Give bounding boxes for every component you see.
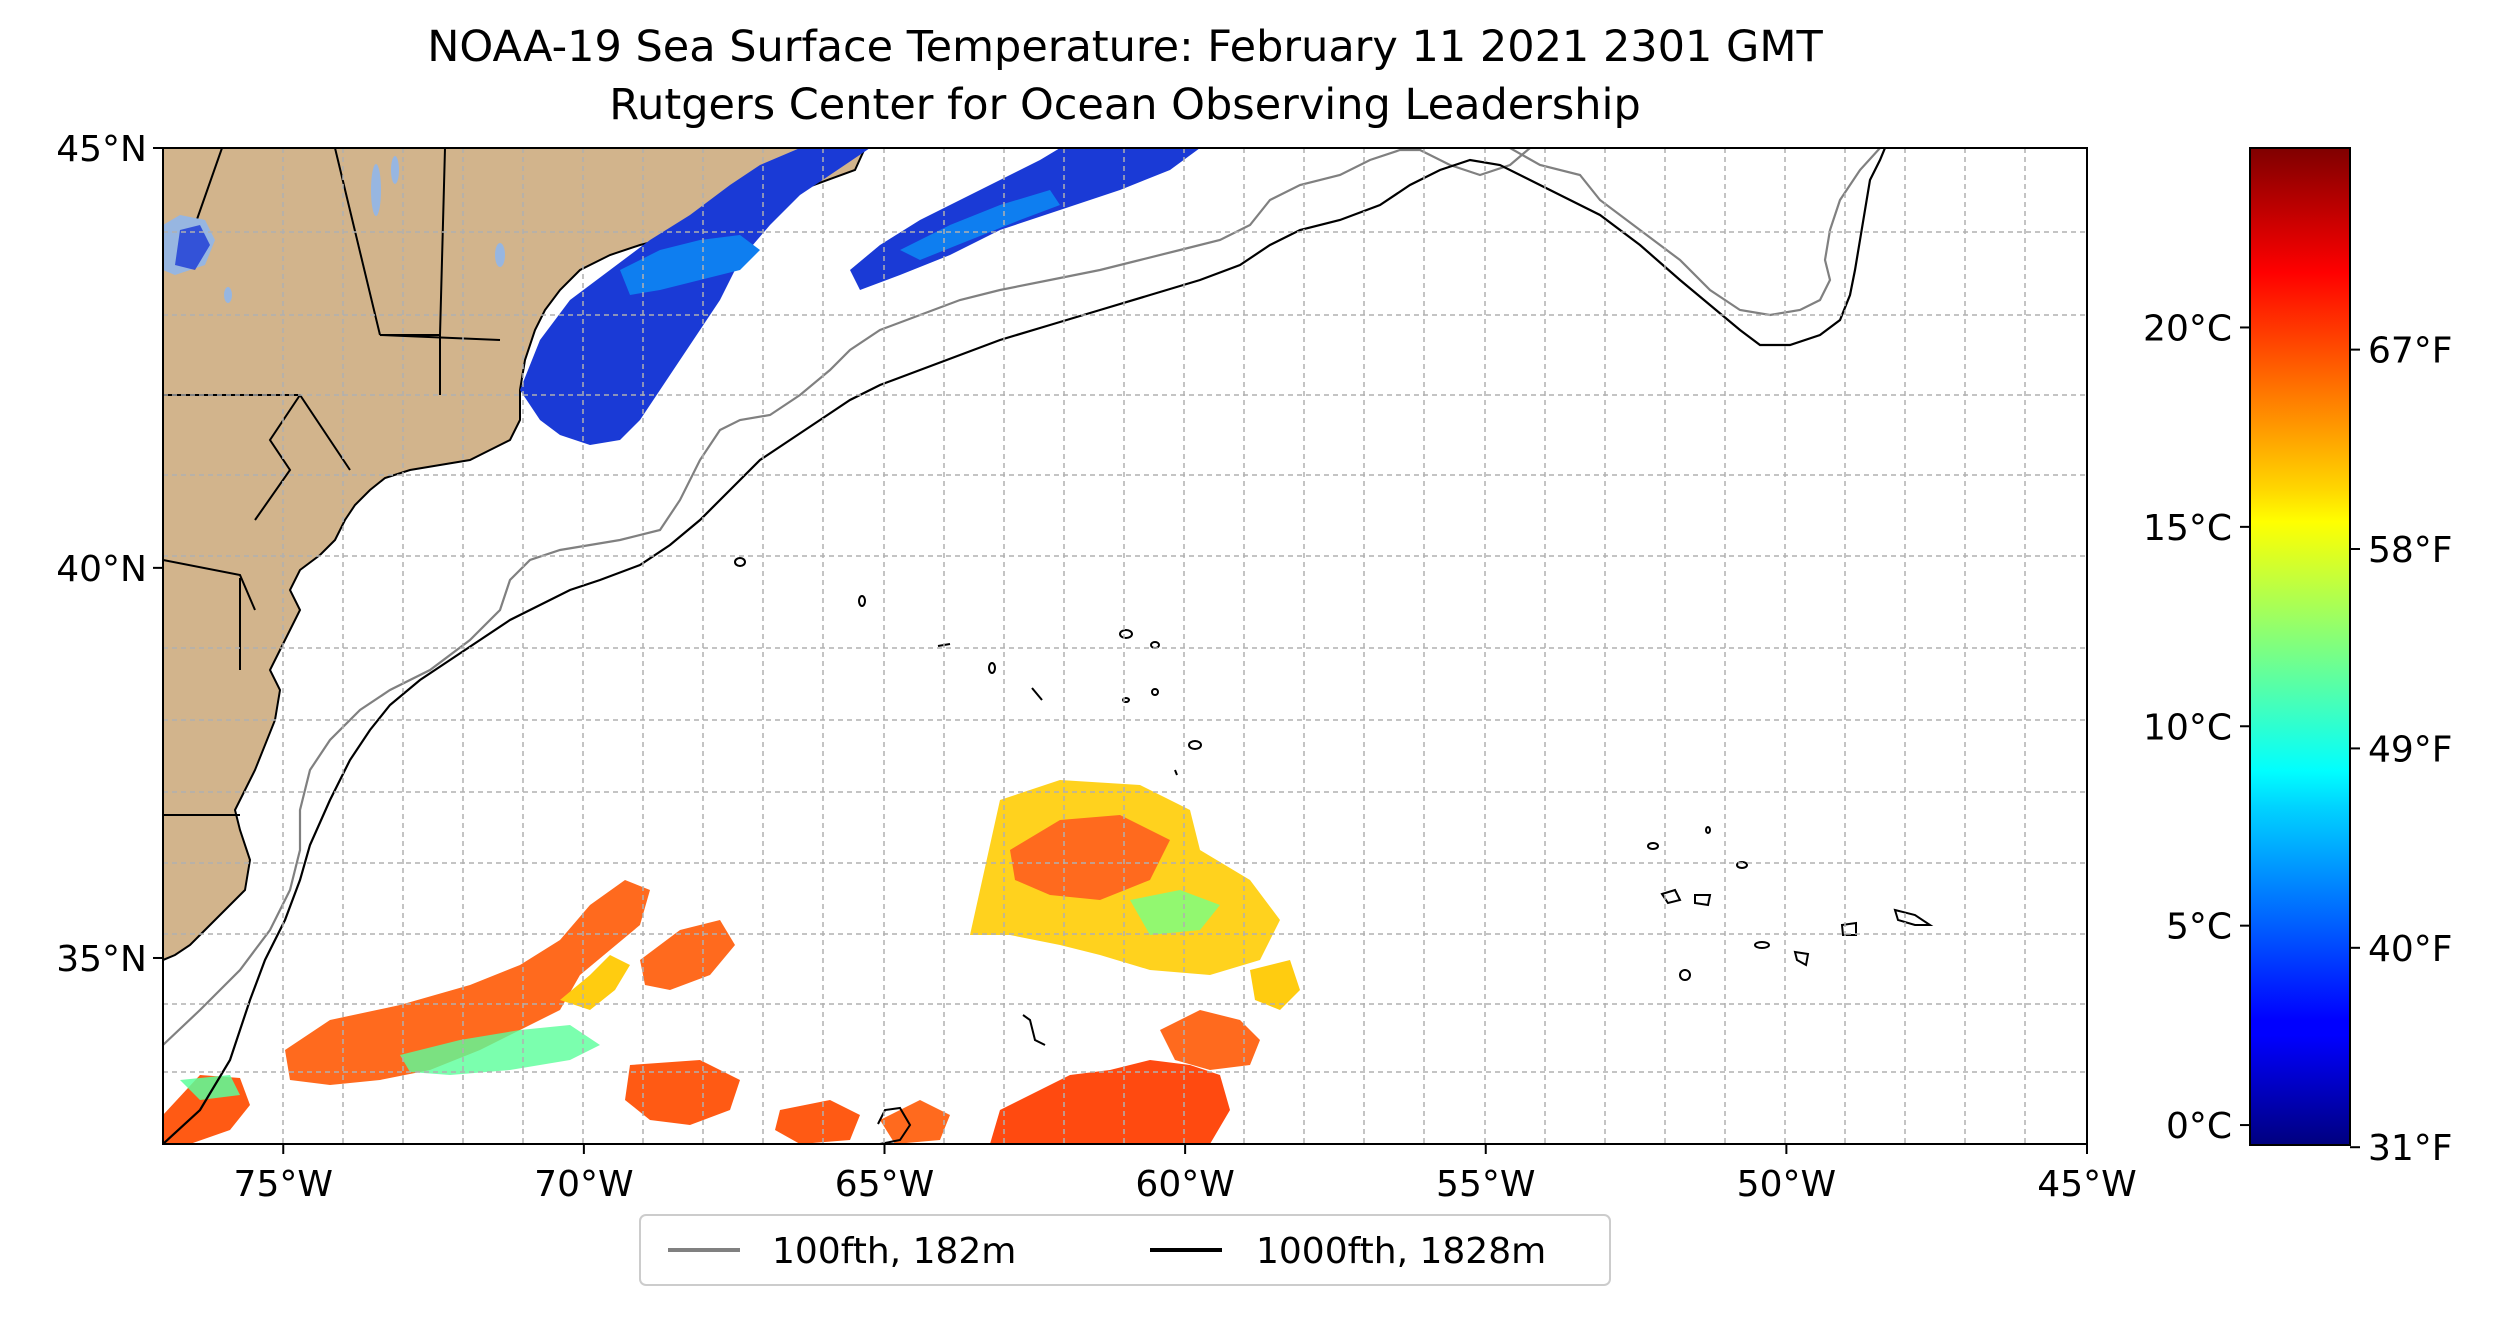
x-axis: 75°W 70°W 65°W 60°W 55°W 50°W 45°W bbox=[234, 1144, 2137, 1205]
colorbar-gradient bbox=[2249, 147, 2351, 1146]
sst-cold-water bbox=[175, 148, 1200, 445]
sst-warm-water bbox=[163, 780, 1300, 1144]
seamounts bbox=[734, 557, 1934, 1144]
isobath-1000fth bbox=[163, 148, 1887, 1144]
gridlines bbox=[163, 148, 2087, 1144]
title-line-1: NOAA-19 Sea Surface Temperature: Februar… bbox=[427, 22, 1823, 72]
colorbar-celsius-label: 20°C bbox=[2143, 308, 2232, 349]
colorbar-fahrenheit-label: 58°F bbox=[2368, 530, 2453, 571]
x-tick-label: 65°W bbox=[835, 1164, 934, 1205]
colorbar-celsius-label: 10°C bbox=[2143, 707, 2232, 748]
colorbar-celsius-label: 0°C bbox=[2166, 1106, 2232, 1147]
title-line-2: Rutgers Center for Ocean Observing Leade… bbox=[609, 80, 1641, 130]
colorbar-celsius-label: 5°C bbox=[2166, 907, 2232, 948]
colorbar-fahrenheit-label: 40°F bbox=[2368, 929, 2453, 970]
colorbar-fahrenheit-ticks: 31°F 40°F 49°F 58°F 67°F bbox=[2350, 331, 2453, 1169]
colorbar-celsius-ticks: 0°C 5°C 10°C 15°C 20°C bbox=[2143, 308, 2250, 1147]
legend-label-100fth: 100fth, 182m bbox=[772, 1231, 1016, 1272]
x-tick-label: 45°W bbox=[2037, 1164, 2136, 1205]
x-tick-label: 60°W bbox=[1135, 1164, 1234, 1205]
y-axis: 35°N 40°N 45°N bbox=[56, 129, 163, 980]
map-frame bbox=[162, 147, 2088, 1145]
x-tick-label: 55°W bbox=[1436, 1164, 1535, 1205]
y-tick-label: 35°N bbox=[56, 939, 147, 980]
colorbar-celsius-label: 15°C bbox=[2143, 508, 2232, 549]
colorbar: 0°C 5°C 10°C 15°C 20°C 31°F 40°F 49°F 58°F 67°F bbox=[2143, 147, 2453, 1169]
legend: 100fth, 182m 1000fth, 1828m bbox=[639, 1214, 1611, 1286]
land-mass bbox=[163, 148, 867, 962]
colorbar-fahrenheit-label: 49°F bbox=[2368, 729, 2453, 770]
y-tick-label: 45°N bbox=[56, 129, 147, 170]
x-tick-label: 70°W bbox=[534, 1164, 633, 1205]
y-tick-label: 40°N bbox=[56, 549, 147, 590]
colorbar-fahrenheit-label: 67°F bbox=[2368, 331, 2453, 372]
map-area[interactable] bbox=[163, 148, 2087, 1144]
x-tick-label: 75°W bbox=[234, 1164, 333, 1205]
x-tick-label: 50°W bbox=[1737, 1164, 1836, 1205]
legend-label-1000fth: 1000fth, 1828m bbox=[1256, 1231, 1546, 1272]
isobath-100fth bbox=[163, 148, 1531, 1046]
colorbar-fahrenheit-label: 31°F bbox=[2368, 1128, 2453, 1169]
